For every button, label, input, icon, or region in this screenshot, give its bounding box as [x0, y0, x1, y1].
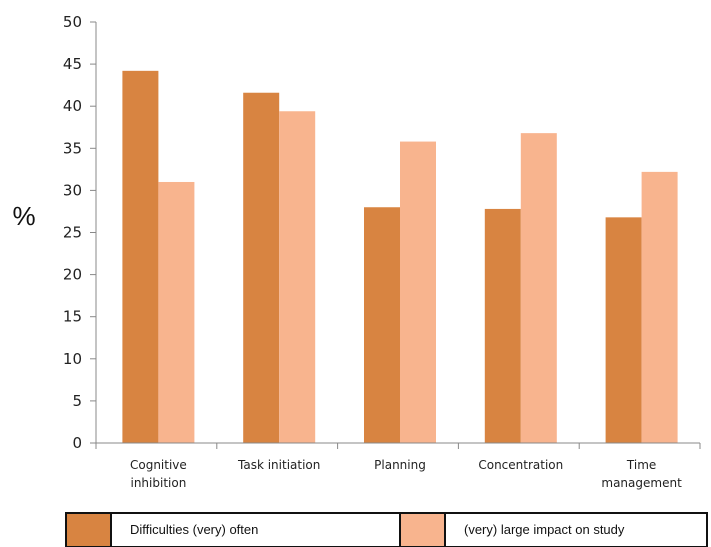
bar-difficulties — [605, 217, 642, 443]
bar-impact — [158, 181, 195, 444]
bar-difficulties — [122, 70, 159, 443]
x-tick-label: Concentration — [478, 458, 563, 472]
x-tick-label: Planning — [374, 458, 426, 472]
y-tick-label: 25 — [63, 224, 82, 242]
y-axis-label: % — [12, 201, 35, 231]
legend-swatch — [67, 514, 111, 546]
legend: Difficulties (very) often (very) large im… — [65, 512, 708, 547]
y-tick-label: 0 — [72, 434, 82, 452]
y-tick-label: 40 — [63, 97, 82, 115]
bar-impact — [641, 171, 678, 443]
y-tick-label: 10 — [63, 350, 82, 368]
legend-swatch — [401, 514, 445, 546]
y-tick-label: 15 — [63, 308, 82, 326]
legend-entry-box — [399, 512, 708, 547]
bar-impact — [400, 141, 436, 443]
bar-impact — [520, 133, 557, 444]
x-tick-label: Time management — [601, 458, 682, 490]
y-tick-label: 30 — [63, 181, 82, 199]
bar-impact — [279, 111, 316, 443]
y-tick-label: 20 — [63, 266, 82, 284]
bar-difficulties — [243, 92, 280, 443]
legend-label: (very) large impact on study — [464, 522, 625, 537]
y-tick-label: 45 — [63, 55, 82, 73]
y-tick-label: 50 — [63, 13, 82, 31]
y-tick-label: 35 — [63, 139, 82, 157]
bar-difficulties — [364, 207, 400, 443]
x-tick-label: Task initiation — [237, 458, 320, 472]
legend-label: Difficulties (very) often — [130, 522, 258, 537]
y-tick-label: 5 — [72, 392, 82, 410]
bar-difficulties — [484, 208, 521, 443]
x-tick-label: Cognitive inhibition — [130, 458, 187, 490]
